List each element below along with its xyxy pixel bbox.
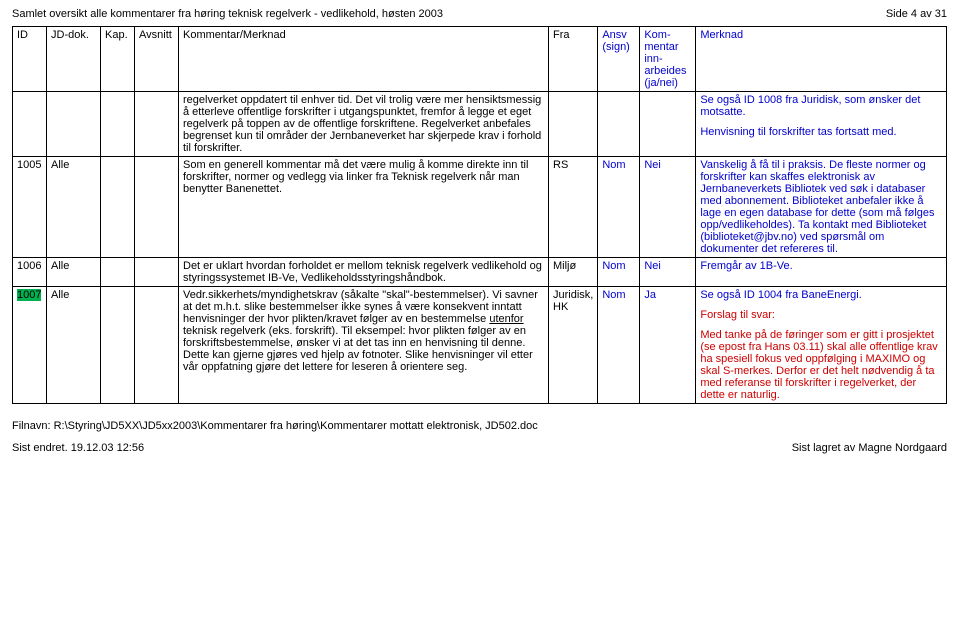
table-row: 1006Alle Det er uklart hvordan forholdet … xyxy=(13,258,947,287)
table-cell xyxy=(135,157,179,258)
col-kap: Kap. xyxy=(101,27,135,92)
table-cell: Nei xyxy=(640,157,696,258)
table-cell: Alle xyxy=(47,258,101,287)
table-cell xyxy=(47,92,101,157)
table-cell xyxy=(101,92,135,157)
table-cell xyxy=(13,92,47,157)
col-merknad: Merknad xyxy=(696,27,947,92)
table-cell xyxy=(101,157,135,258)
filename-line: Filnavn: R:\Styring\JD5XX\JD5xx2003\Komm… xyxy=(12,420,947,432)
page-number: Side 4 av 31 xyxy=(886,8,947,20)
table-cell: Ja xyxy=(640,287,696,404)
table-cell: Juridisk, HK xyxy=(549,287,598,404)
table-cell xyxy=(640,92,696,157)
table-cell xyxy=(135,287,179,404)
table-cell: Det er uklart hvordan forholdet er mello… xyxy=(179,258,549,287)
table-cell: Nei xyxy=(640,258,696,287)
footer-left: Sist endret. 19.12.03 12:56 xyxy=(12,442,144,454)
table-cell: Alle xyxy=(47,287,101,404)
table-cell xyxy=(101,287,135,404)
col-inn: Kom-mentar inn-arbeides (ja/nei) xyxy=(640,27,696,92)
col-id: ID xyxy=(13,27,47,92)
table-cell: regelverket oppdatert til enhver tid. De… xyxy=(179,92,549,157)
table-cell: 1005 xyxy=(13,157,47,258)
table-cell xyxy=(598,92,640,157)
table-row: 1005Alle Som en generell kommentar må det… xyxy=(13,157,947,258)
table-cell: Nom xyxy=(598,157,640,258)
col-kommentar: Kommentar/Merknad xyxy=(179,27,549,92)
table-cell xyxy=(135,258,179,287)
page-title: Samlet oversikt alle kommentarer fra hør… xyxy=(12,8,443,20)
footer-right: Sist lagret av Magne Nordgaard xyxy=(792,442,947,454)
table-cell: RS xyxy=(549,157,598,258)
table-cell: Vanskelig å få til i praksis. De fleste … xyxy=(696,157,947,258)
table-cell: Miljø xyxy=(549,258,598,287)
table-cell: 1006 xyxy=(13,258,47,287)
table-cell: Fremgår av 1B-Ve. xyxy=(696,258,947,287)
comments-table: ID JD-dok. Kap. Avsnitt Kommentar/Merkna… xyxy=(12,26,947,404)
table-cell: Som en generell kommentar må det være mu… xyxy=(179,157,549,258)
col-ansv: Ansv (sign) xyxy=(598,27,640,92)
table-cell: Se også ID 1004 fra BaneEnergi.Forslag t… xyxy=(696,287,947,404)
table-cell: Nom xyxy=(598,287,640,404)
col-avsnitt: Avsnitt xyxy=(135,27,179,92)
table-row: regelverket oppdatert til enhver tid. De… xyxy=(13,92,947,157)
table-cell: Alle xyxy=(47,157,101,258)
table-header-row: ID JD-dok. Kap. Avsnitt Kommentar/Merkna… xyxy=(13,27,947,92)
table-cell: Nom xyxy=(598,258,640,287)
table-row: 1007Alle Vedr.sikkerhets/myndighetskrav (… xyxy=(13,287,947,404)
table-cell: 1007 xyxy=(13,287,47,404)
col-fra: Fra xyxy=(549,27,598,92)
table-cell: Vedr.sikkerhets/myndighetskrav (såkalte … xyxy=(179,287,549,404)
table-cell xyxy=(549,92,598,157)
col-jd: JD-dok. xyxy=(47,27,101,92)
table-cell xyxy=(101,258,135,287)
table-cell xyxy=(135,92,179,157)
table-cell: Se også ID 1008 fra Juridisk, som ønsker… xyxy=(696,92,947,157)
